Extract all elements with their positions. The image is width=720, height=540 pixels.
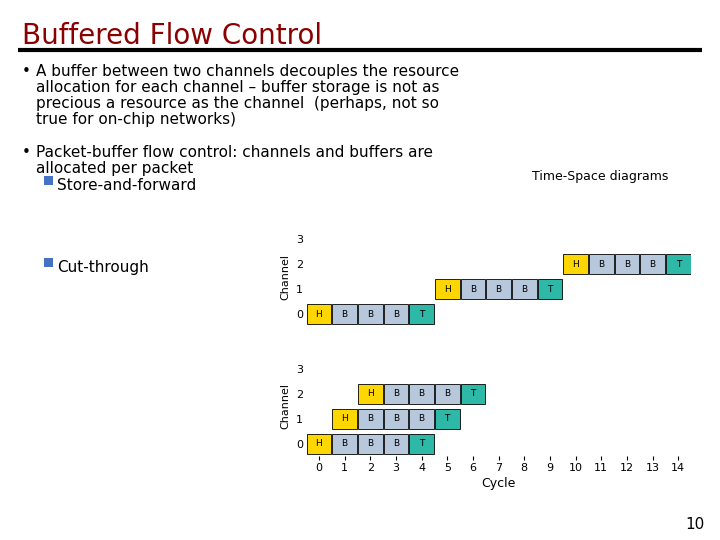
Text: H: H: [315, 310, 323, 319]
FancyBboxPatch shape: [307, 304, 331, 324]
Text: T: T: [419, 440, 424, 448]
FancyBboxPatch shape: [435, 279, 459, 299]
FancyBboxPatch shape: [461, 279, 485, 299]
FancyBboxPatch shape: [384, 304, 408, 324]
Bar: [44, 258, 53, 267]
Text: B: B: [367, 440, 373, 448]
FancyBboxPatch shape: [538, 279, 562, 299]
FancyBboxPatch shape: [307, 434, 331, 454]
Text: A buffer between two channels decouples the resource: A buffer between two channels decouples …: [36, 64, 459, 79]
FancyBboxPatch shape: [461, 384, 485, 404]
Text: B: B: [393, 389, 399, 399]
FancyBboxPatch shape: [384, 409, 408, 429]
Text: Time-Space diagrams: Time-Space diagrams: [532, 170, 668, 183]
Text: B: B: [393, 310, 399, 319]
FancyBboxPatch shape: [384, 384, 408, 404]
FancyBboxPatch shape: [358, 304, 382, 324]
Text: B: B: [341, 310, 348, 319]
FancyBboxPatch shape: [640, 254, 665, 274]
Text: B: B: [393, 440, 399, 448]
FancyBboxPatch shape: [435, 384, 459, 404]
Text: H: H: [444, 285, 451, 294]
Y-axis label: Channel: Channel: [281, 254, 291, 300]
Text: B: B: [418, 389, 425, 399]
FancyBboxPatch shape: [666, 254, 690, 274]
Text: precious a resource as the channel  (perhaps, not so: precious a resource as the channel (perh…: [36, 96, 439, 111]
FancyBboxPatch shape: [332, 304, 357, 324]
Text: T: T: [444, 414, 450, 423]
Text: B: B: [521, 285, 527, 294]
Text: B: B: [341, 440, 348, 448]
Y-axis label: Channel: Channel: [281, 383, 291, 429]
FancyBboxPatch shape: [358, 409, 382, 429]
Text: T: T: [547, 285, 553, 294]
Text: B: B: [444, 389, 450, 399]
Text: B: B: [649, 260, 656, 269]
Text: B: B: [598, 260, 604, 269]
FancyBboxPatch shape: [358, 434, 382, 454]
Text: B: B: [495, 285, 502, 294]
Text: •: •: [22, 145, 31, 160]
Text: B: B: [393, 414, 399, 423]
FancyBboxPatch shape: [332, 409, 357, 429]
Text: B: B: [470, 285, 476, 294]
Text: H: H: [315, 440, 323, 448]
FancyBboxPatch shape: [563, 254, 588, 274]
Text: Store-and-forward: Store-and-forward: [57, 178, 197, 193]
Text: 10: 10: [685, 517, 705, 532]
Text: •: •: [22, 64, 31, 79]
Text: allocation for each channel – buffer storage is not as: allocation for each channel – buffer sto…: [36, 80, 439, 95]
Text: Buffered Flow Control: Buffered Flow Control: [22, 22, 322, 50]
Text: H: H: [572, 260, 579, 269]
FancyBboxPatch shape: [409, 384, 434, 404]
Text: true for on-chip networks): true for on-chip networks): [36, 112, 236, 127]
FancyBboxPatch shape: [435, 409, 459, 429]
FancyBboxPatch shape: [409, 409, 434, 429]
Text: B: B: [367, 414, 373, 423]
FancyBboxPatch shape: [358, 384, 382, 404]
Text: B: B: [624, 260, 630, 269]
FancyBboxPatch shape: [409, 434, 434, 454]
FancyBboxPatch shape: [409, 304, 434, 324]
Text: Packet-buffer flow control: channels and buffers are: Packet-buffer flow control: channels and…: [36, 145, 433, 160]
Text: B: B: [367, 310, 373, 319]
Text: H: H: [366, 389, 374, 399]
Text: T: T: [470, 389, 476, 399]
FancyBboxPatch shape: [589, 254, 613, 274]
Text: T: T: [675, 260, 681, 269]
FancyBboxPatch shape: [384, 434, 408, 454]
Text: Cut-through: Cut-through: [57, 260, 149, 275]
Text: H: H: [341, 414, 348, 423]
FancyBboxPatch shape: [615, 254, 639, 274]
FancyBboxPatch shape: [486, 279, 511, 299]
X-axis label: Cycle: Cycle: [482, 477, 516, 490]
FancyBboxPatch shape: [512, 279, 536, 299]
Bar: [44, 176, 53, 185]
Text: B: B: [418, 414, 425, 423]
FancyBboxPatch shape: [332, 434, 357, 454]
Text: T: T: [419, 310, 424, 319]
Text: allocated per packet: allocated per packet: [36, 161, 193, 176]
